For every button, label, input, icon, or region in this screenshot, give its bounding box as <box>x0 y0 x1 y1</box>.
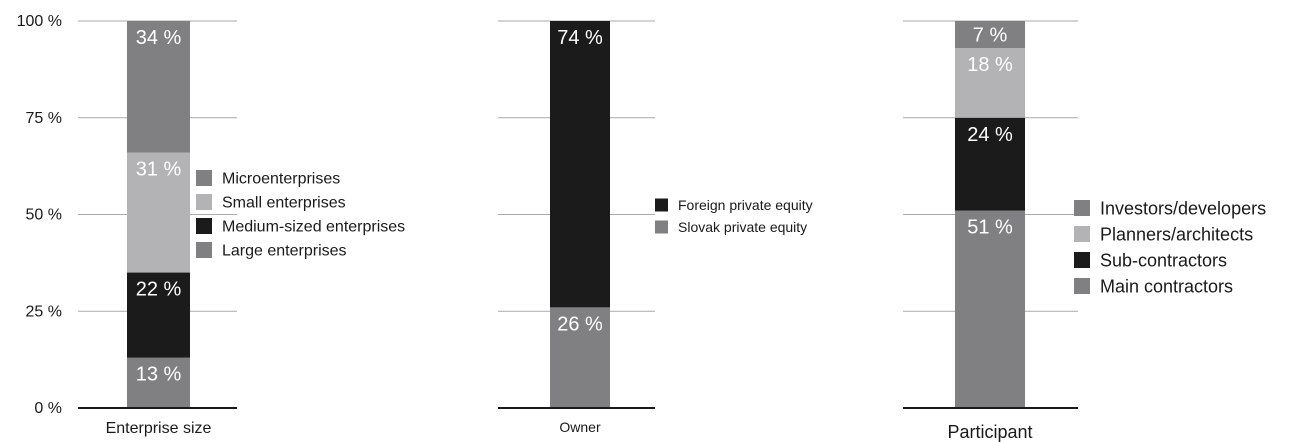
bar-segment <box>127 357 190 408</box>
segment-label: 18 % <box>967 54 1013 76</box>
y-tick-label: 25 % <box>26 303 62 320</box>
legend-swatch <box>196 242 212 258</box>
x-axis-label: Owner <box>559 419 601 435</box>
legend-swatch <box>196 170 212 186</box>
bar-segment <box>955 210 1025 408</box>
x-axis-label: Participant <box>947 422 1032 442</box>
bar-segment <box>127 152 190 273</box>
legend-label: Large enterprises <box>222 243 347 260</box>
bar-segment <box>127 272 190 358</box>
legend-swatch <box>655 198 668 212</box>
segment-label: 13 % <box>136 364 182 386</box>
legend-label: Sub-contractors <box>1100 250 1227 270</box>
legend-label: Microenterprises <box>222 171 340 188</box>
legend-swatch <box>1074 226 1090 242</box>
segment-label: 51 % <box>967 217 1013 239</box>
y-tick-label: 75 % <box>26 110 62 127</box>
legend-label: Planners/architects <box>1100 224 1253 244</box>
legend-swatch <box>1074 278 1090 294</box>
legend-label: Small enterprises <box>222 195 346 212</box>
x-axis-label: Enterprise size <box>106 420 212 437</box>
legend-label: Foreign private equity <box>678 197 813 213</box>
legend-swatch <box>655 220 668 234</box>
bar-segment <box>955 21 1025 49</box>
segment-label: 22 % <box>136 279 182 301</box>
y-tick-label: 100 % <box>17 13 62 30</box>
bar-segment <box>127 21 190 153</box>
y-tick-label: 50 % <box>26 207 62 224</box>
segment-label: 7 % <box>973 25 1008 47</box>
bar-segment <box>550 307 610 408</box>
segment-label: 31 % <box>136 159 182 181</box>
segment-label: 34 % <box>136 27 182 49</box>
legend-swatch <box>196 218 212 234</box>
legend-swatch <box>1074 252 1090 268</box>
legend-label: Main contractors <box>1100 276 1233 296</box>
segment-label: 26 % <box>557 313 603 335</box>
y-tick-label: 0 % <box>34 400 62 417</box>
legend-label: Medium-sized enterprises <box>222 219 405 236</box>
bar-segment <box>955 48 1025 118</box>
legend-swatch <box>1074 200 1090 216</box>
bar-segment <box>550 21 610 308</box>
segment-label: 24 % <box>967 124 1013 146</box>
segment-label: 74 % <box>557 27 603 49</box>
legend-label: Investors/developers <box>1100 198 1266 218</box>
bar-segment <box>955 117 1025 211</box>
legend-swatch <box>196 194 212 210</box>
legend-label: Slovak private equity <box>678 219 807 235</box>
